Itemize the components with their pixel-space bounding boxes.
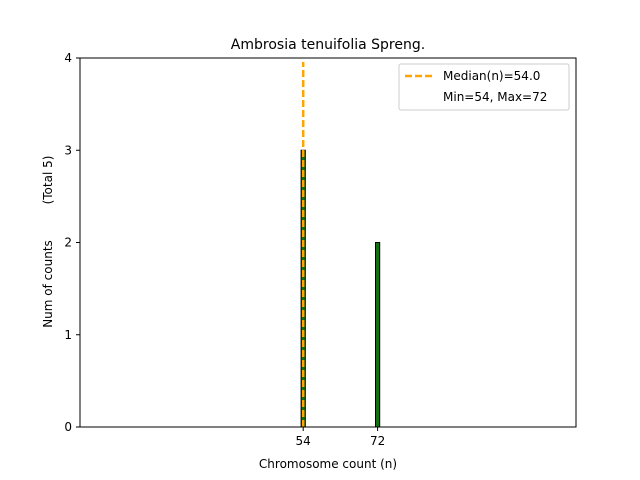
x-tick-label-72: 72 (370, 434, 385, 448)
y-axis-total-label: (Total 5) (41, 156, 55, 205)
x-ticks: 54 72 (296, 427, 385, 448)
bars-group (300, 149, 392, 428)
y-ticks: 0 1 2 3 4 (64, 51, 80, 434)
x-tick-label-54: 54 (296, 434, 311, 448)
y-tick-label-1: 1 (64, 328, 72, 342)
y-tick-label-0: 0 (64, 420, 72, 434)
x-axis-label: Chromosome count (n) (259, 457, 397, 471)
y-tick-label-2: 2 (64, 236, 72, 250)
legend-box (398, 63, 570, 111)
y-tick-label-3: 3 (64, 143, 72, 157)
legend: Median(n)=54.0 Min=54, Max=72 (398, 63, 570, 111)
y-axis-label: Num of counts (41, 240, 55, 328)
plot-frame (79, 57, 577, 428)
legend-entry-median: Median(n)=54.0 (443, 69, 540, 83)
bar-72 (375, 242, 381, 428)
y-tick-label-4: 4 (64, 51, 72, 65)
legend-entry-min-max: Min=54, Max=72 (443, 90, 547, 104)
chart-title: Ambrosia tenuifolia Spreng. (231, 37, 425, 53)
